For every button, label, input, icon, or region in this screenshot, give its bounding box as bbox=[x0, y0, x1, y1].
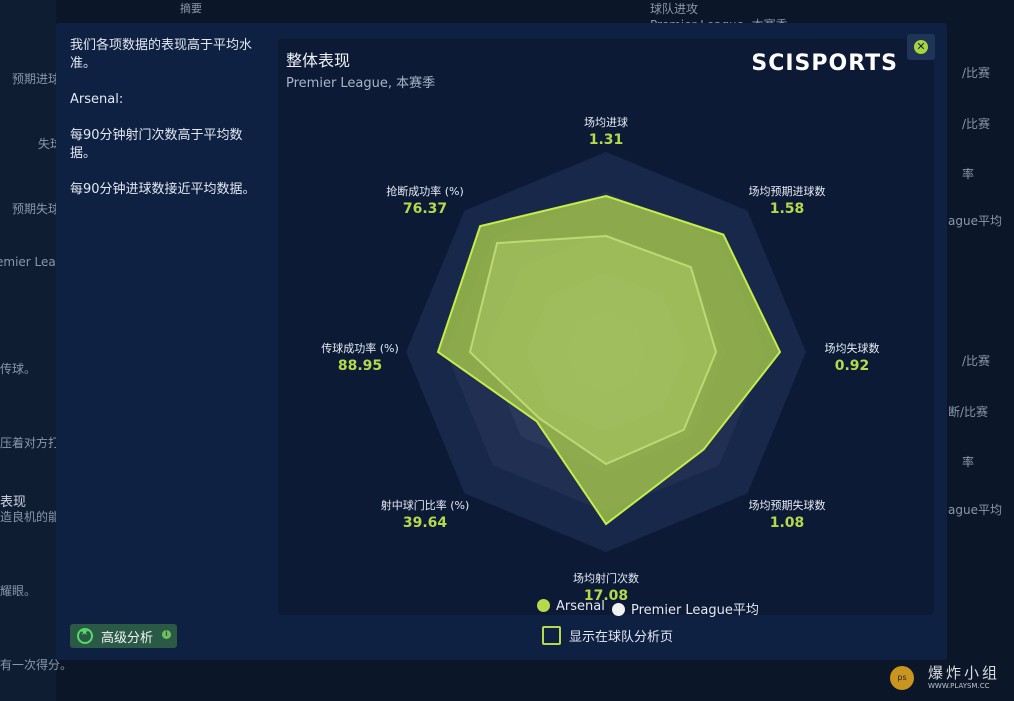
bg-label: ague平均 bbox=[948, 214, 1002, 228]
axis-label: 抢断成功率 (%) bbox=[386, 184, 464, 198]
bg-label: 压着对方打 bbox=[0, 436, 61, 450]
radar-chart: 场均进球 1.31 场均预期进球数 1.58 场均失球数 0.92 场均预期失球数 1.08 场… bbox=[321, 115, 880, 604]
bg-label: 表现 bbox=[0, 495, 27, 510]
advanced-analysis-label: 高级分析 bbox=[101, 631, 154, 646]
bg-label: 断/比赛 bbox=[948, 405, 989, 419]
axis-label: 场均预期进球数 bbox=[748, 184, 825, 198]
chart-title: 整体表现 bbox=[286, 51, 351, 70]
scisports-logo: SCISPORTS bbox=[751, 51, 898, 76]
bg-label: 率 bbox=[962, 455, 975, 469]
axis-label: 场均进球 bbox=[584, 115, 628, 129]
axis-value-label: 1.58 bbox=[770, 201, 805, 217]
watermark-text: 爆炸小组 bbox=[928, 664, 1001, 682]
bg-label: 造良机的能 bbox=[0, 510, 61, 524]
bg-label: ague平均 bbox=[948, 503, 1002, 517]
legend-arsenal: Arsenal bbox=[537, 599, 605, 614]
bg-label: 率 bbox=[962, 167, 975, 181]
bg-label: /比赛 bbox=[962, 354, 991, 368]
overall-performance-modal: 我们各项数据的表现高于平均水准。 Arsenal: 每90分钟射门次数高于平均数… bbox=[56, 23, 947, 660]
axis-label: 场均射门次数 bbox=[573, 571, 639, 585]
background-left-panel bbox=[0, 0, 56, 701]
bg-label: /比赛 bbox=[962, 117, 991, 131]
summary-point: 每90分钟射门次数高于平均数据。 bbox=[70, 128, 243, 161]
radar-chart-panel: 场均进球 1.31 场均预期进球数 1.58 场均失球数 0.92 场均预期失球数 1.08 场… bbox=[278, 39, 934, 618]
legend-dot-icon bbox=[537, 599, 550, 612]
axis-value-label: 1.31 bbox=[589, 132, 624, 148]
axis-label: 场均预期失球数 bbox=[748, 498, 825, 512]
series-arsenal-area bbox=[436, 194, 782, 526]
bg-label: 传球。 bbox=[0, 362, 37, 376]
advanced-analysis-button[interactable]: 高级分析 i bbox=[70, 624, 177, 648]
info-icon[interactable]: i bbox=[162, 630, 171, 639]
checkbox-icon[interactable] bbox=[542, 626, 561, 645]
bg-label: 球队进攻 bbox=[650, 2, 699, 16]
axis-label: 传球成功率 (%) bbox=[321, 341, 399, 355]
star-badge-icon bbox=[77, 627, 93, 644]
summary-panel: 我们各项数据的表现高于平均水准。 Arsenal: 每90分钟射门次数高于平均数… bbox=[70, 37, 260, 217]
chart-subtitle: Premier League, 本赛季 bbox=[286, 76, 436, 91]
close-icon: ✕ bbox=[914, 40, 928, 54]
watermark-url: WWW.PLAYSM.CC bbox=[928, 682, 990, 690]
legend-label: Arsenal bbox=[556, 599, 605, 614]
axis-value-label: 17.08 bbox=[584, 588, 628, 604]
axis-label: 射中球门比率 (%) bbox=[381, 498, 470, 512]
close-button[interactable]: ✕ bbox=[907, 34, 935, 60]
summary-intro: 我们各项数据的表现高于平均水准。 bbox=[70, 38, 253, 71]
bg-label: 耀眼。 bbox=[0, 584, 37, 598]
legend-label: Premier League平均 bbox=[631, 603, 759, 618]
show-on-team-page-checkbox[interactable]: 显示在球队分析页 bbox=[542, 626, 673, 645]
axis-value-label: 39.64 bbox=[403, 515, 448, 531]
bg-label: 摘要 bbox=[180, 2, 202, 15]
summary-team: Arsenal: bbox=[70, 92, 124, 107]
checkbox-label: 显示在球队分析页 bbox=[569, 630, 674, 645]
legend-dot-icon bbox=[612, 603, 625, 616]
summary-point: 每90分钟进球数接近平均数据。 bbox=[70, 182, 256, 197]
legend-average: Premier League平均 bbox=[612, 599, 759, 618]
axis-value-label: 76.37 bbox=[403, 201, 447, 217]
bg-label: 有一次得分。 bbox=[0, 658, 73, 672]
axis-value-label: 0.92 bbox=[835, 358, 870, 374]
bg-label: 预期失球 bbox=[12, 202, 61, 216]
axis-label: 场均失球数 bbox=[825, 341, 880, 355]
axis-value-label: 88.95 bbox=[338, 358, 382, 374]
bg-label: /比赛 bbox=[962, 66, 991, 80]
watermark-logo-icon: ps bbox=[890, 666, 914, 690]
bg-label: 预期进球 bbox=[12, 72, 61, 86]
axis-value-label: 1.08 bbox=[770, 515, 805, 531]
